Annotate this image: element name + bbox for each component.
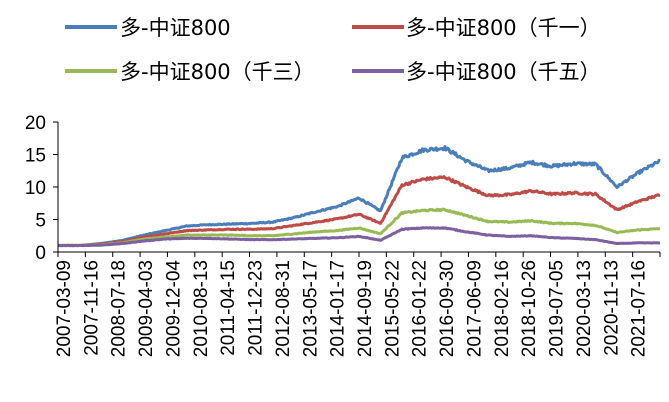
- plot-area: 0 5 10 15 20 2007-03-09 2007-11-16 2008-07-18 20…: [25, 113, 661, 358]
- series-line-3: [57, 207, 661, 248]
- x-tick-label: 2007-03-09: [54, 260, 75, 357]
- x-tick-label: 2008-07-18: [109, 260, 130, 357]
- series-line-1: [57, 145, 661, 248]
- legend-label-4: 多-中证800（千五）: [406, 60, 601, 84]
- series-line-2: [57, 175, 661, 248]
- y-tick-label: 20: [25, 113, 46, 134]
- y-tick-label: 5: [35, 211, 46, 232]
- x-tick-label: 2010-08-13: [191, 260, 212, 357]
- x-tick-label: 2014-09-19: [355, 260, 376, 357]
- x-tick-label: 2011-12-23: [246, 260, 267, 356]
- x-tick-label: 2017-06-09: [465, 260, 486, 357]
- legend-label-1: 多-中证800: [120, 16, 231, 40]
- x-tick-label: 2011-04-15: [218, 260, 239, 356]
- series-line-4: [57, 226, 661, 248]
- legend-label-2: 多-中证800（千一）: [406, 16, 601, 40]
- x-tick-label: 2020-03-13: [574, 260, 595, 357]
- legend-label-3: 多-中证800（千三）: [120, 60, 315, 84]
- legend: 多-中证800 多-中证800（千一） 多-中证800（千三） 多-中证800（千五）: [65, 16, 601, 84]
- x-tick-label: 2016-01-22: [410, 260, 431, 357]
- x-tick-label: 2018-10-26: [519, 260, 540, 357]
- x-tick-label: 2012-08-31: [273, 260, 294, 357]
- x-tick-label: 2009-12-04: [164, 260, 185, 358]
- x-tick-label: 2020-11-13: [601, 260, 622, 356]
- x-tick-label: 2019-07-05: [547, 260, 568, 357]
- x-tick-label: 2007-11-16: [81, 260, 102, 356]
- y-tick-label: 15: [25, 146, 46, 167]
- y-tick-label: 10: [25, 178, 46, 199]
- y-tick-label: 0: [35, 243, 46, 264]
- x-tick-label: 2009-04-03: [136, 260, 157, 357]
- x-tick-label: 2013-05-17: [300, 260, 321, 357]
- x-tick-label: 2016-09-30: [437, 260, 458, 357]
- x-tick-label: 2021-07-16: [629, 260, 650, 357]
- x-tick-label: 2015-05-22: [382, 260, 403, 357]
- x-tick-label: 2014-01-17: [328, 260, 349, 357]
- x-tick-label: 2018-02-16: [492, 260, 513, 357]
